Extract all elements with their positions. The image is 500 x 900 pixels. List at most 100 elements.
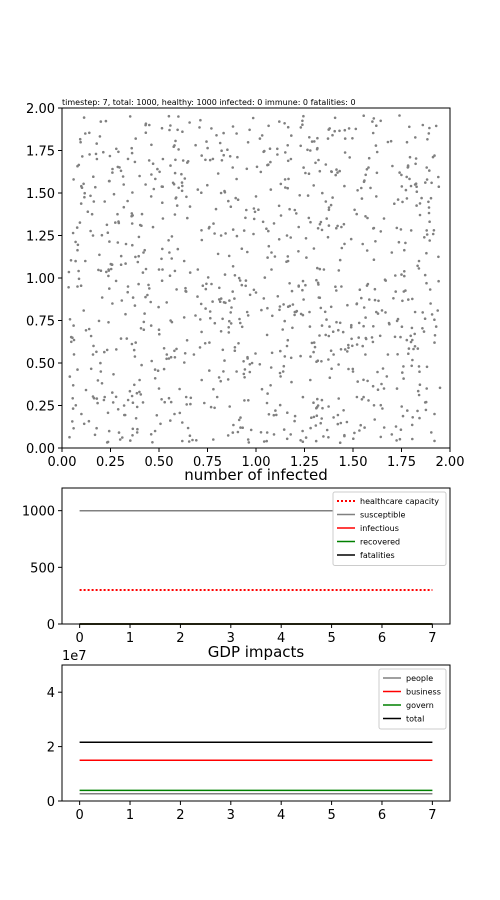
scatter-point: [433, 334, 437, 337]
scatter-point: [401, 414, 405, 418]
x-tick-label: 5: [327, 808, 335, 823]
scatter-point: [361, 242, 365, 246]
scatter-point: [142, 320, 146, 324]
scatter-point: [141, 401, 145, 404]
scatter-point: [405, 140, 409, 144]
scatter-point: [428, 169, 431, 172]
infected-plot-frame: [61, 487, 451, 625]
scatter-point: [183, 361, 186, 364]
scatter-point: [286, 338, 290, 342]
scatter-point: [317, 296, 321, 299]
scatter-point: [175, 204, 179, 207]
scatter-point: [364, 215, 367, 218]
scatter-point: [434, 325, 438, 328]
scatter-point: [324, 163, 328, 166]
scatter-point: [131, 191, 134, 194]
scatter-point: [71, 420, 74, 423]
scatter-point: [210, 282, 213, 286]
scatter-point: [343, 128, 347, 132]
scatter-point: [382, 387, 386, 390]
scatter-point: [432, 229, 436, 232]
scatter-point: [437, 279, 440, 283]
scatter-point: [174, 197, 177, 200]
scatter-point: [364, 316, 367, 319]
scatter-point: [158, 170, 161, 174]
scatter-point: [136, 260, 140, 264]
scatter-point: [372, 325, 375, 328]
scatter-point: [105, 441, 109, 444]
scatter-point: [79, 202, 83, 205]
scatter-point: [223, 273, 227, 276]
scatter-point: [325, 318, 328, 321]
scatter-point: [367, 399, 370, 402]
scatter-point: [261, 220, 265, 224]
scatter-point: [322, 435, 325, 438]
scatter-point: [107, 274, 110, 278]
scatter-point: [343, 433, 346, 437]
scatter-point: [411, 297, 414, 301]
scatter-point: [176, 128, 179, 132]
scatter-point: [200, 378, 203, 382]
scatter-point: [362, 114, 366, 117]
scatter-point: [352, 437, 355, 441]
scatter-point: [213, 321, 217, 325]
scatter-point: [421, 311, 425, 314]
scatter-point: [195, 439, 198, 442]
scatter-point: [357, 336, 361, 339]
scatter-point: [209, 316, 212, 320]
scatter-point: [90, 212, 94, 216]
scatter-point: [336, 224, 339, 228]
scatter-point: [258, 363, 262, 366]
scatter-point: [320, 398, 324, 402]
scatter-point: [423, 317, 427, 321]
scatter-point: [272, 433, 276, 436]
scatter-point: [340, 225, 343, 229]
scatter-point: [420, 196, 423, 200]
scatter-point: [219, 379, 222, 383]
scatter-point: [436, 309, 440, 312]
scatter-point: [425, 365, 429, 369]
scatter-point: [304, 171, 307, 175]
scatter-point: [293, 208, 297, 212]
scatter-point: [196, 268, 200, 271]
scatter-point: [100, 233, 104, 237]
scatter-point: [286, 255, 290, 258]
scatter-point: [312, 350, 315, 354]
scatter-point: [315, 406, 318, 410]
scatter-point: [318, 334, 321, 337]
scatter-point: [438, 386, 442, 390]
scatter-point: [416, 347, 420, 350]
x-tick-label: 0: [75, 808, 83, 823]
scatter-point: [267, 124, 270, 128]
scatter-point: [278, 308, 281, 312]
scatter-point: [278, 403, 282, 407]
scatter-point: [346, 303, 349, 307]
scatter-point: [287, 177, 290, 181]
scatter-point: [327, 405, 330, 408]
scatter-point: [237, 276, 241, 280]
scatter-point: [418, 416, 421, 420]
scatter-point: [272, 413, 276, 417]
scatter-point: [345, 420, 349, 424]
scatter-point: [295, 212, 298, 215]
scatter-point: [72, 324, 75, 327]
scatter-point: [103, 395, 106, 399]
scatter-point: [437, 255, 440, 259]
scatter-point: [299, 439, 302, 442]
scatter-point: [203, 342, 207, 345]
scatter-point: [263, 276, 267, 279]
gdp-legend: people business govern total: [378, 668, 447, 730]
scatter-point: [358, 288, 362, 292]
scatter-point: [273, 255, 277, 258]
gdp-series: [79, 741, 433, 795]
scatter-point: [200, 229, 203, 232]
scatter-point: [317, 283, 320, 286]
scatter-point: [395, 226, 399, 230]
scatter-point: [343, 151, 347, 154]
scatter-point: [151, 441, 154, 444]
scatter-point: [330, 170, 334, 174]
scatter-point: [128, 389, 132, 393]
scatter-point: [286, 259, 290, 263]
scatter-point: [335, 289, 338, 292]
scatter-point: [138, 174, 141, 178]
